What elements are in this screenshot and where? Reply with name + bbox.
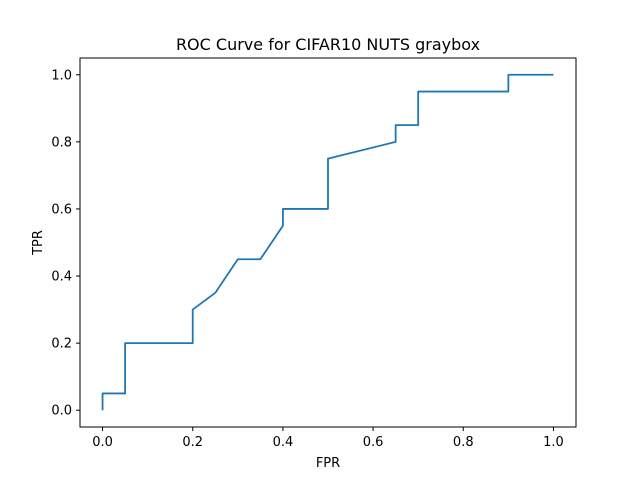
y-tick-label-1: 0.2: [51, 337, 72, 352]
plot-area: 0.0 0.2 0.4 0.6 0.8 1.0 0.0 0.2 0.4 0.6 0.8 1.0: [51, 68, 563, 450]
x-axis-label: FPR: [316, 456, 340, 471]
x-tick-label-2: 0.4: [273, 435, 294, 450]
y-tick-label-4: 0.8: [51, 135, 72, 150]
y-axis-label: TPR: [31, 230, 46, 256]
x-tick-label-3: 0.6: [363, 435, 384, 450]
x-tick-label-0: 0.0: [92, 435, 113, 450]
chart-title: ROC Curve for CIFAR10 NUTS graybox: [176, 35, 480, 54]
y-tick-label-2: 0.4: [51, 270, 72, 285]
roc-series-line-0: [101, 73, 554, 411]
y-tick-label-0: 0.0: [51, 404, 72, 419]
y-tick-label-3: 0.6: [51, 202, 72, 217]
y-tick-label-5: 1.0: [51, 68, 72, 83]
x-tick-label-5: 1.0: [543, 435, 564, 450]
x-tick-label-1: 0.2: [182, 435, 203, 450]
x-tick-label-4: 0.8: [453, 435, 474, 450]
axes-frame: [79, 57, 577, 428]
